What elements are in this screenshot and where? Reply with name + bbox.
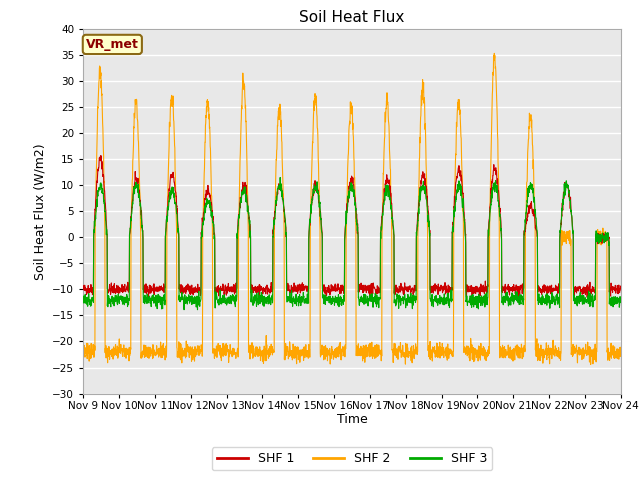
- Title: Soil Heat Flux: Soil Heat Flux: [300, 10, 404, 25]
- Legend: SHF 1, SHF 2, SHF 3: SHF 1, SHF 2, SHF 3: [212, 447, 492, 470]
- Y-axis label: Soil Heat Flux (W/m2): Soil Heat Flux (W/m2): [34, 143, 47, 279]
- X-axis label: Time: Time: [337, 413, 367, 426]
- Text: VR_met: VR_met: [86, 38, 139, 51]
